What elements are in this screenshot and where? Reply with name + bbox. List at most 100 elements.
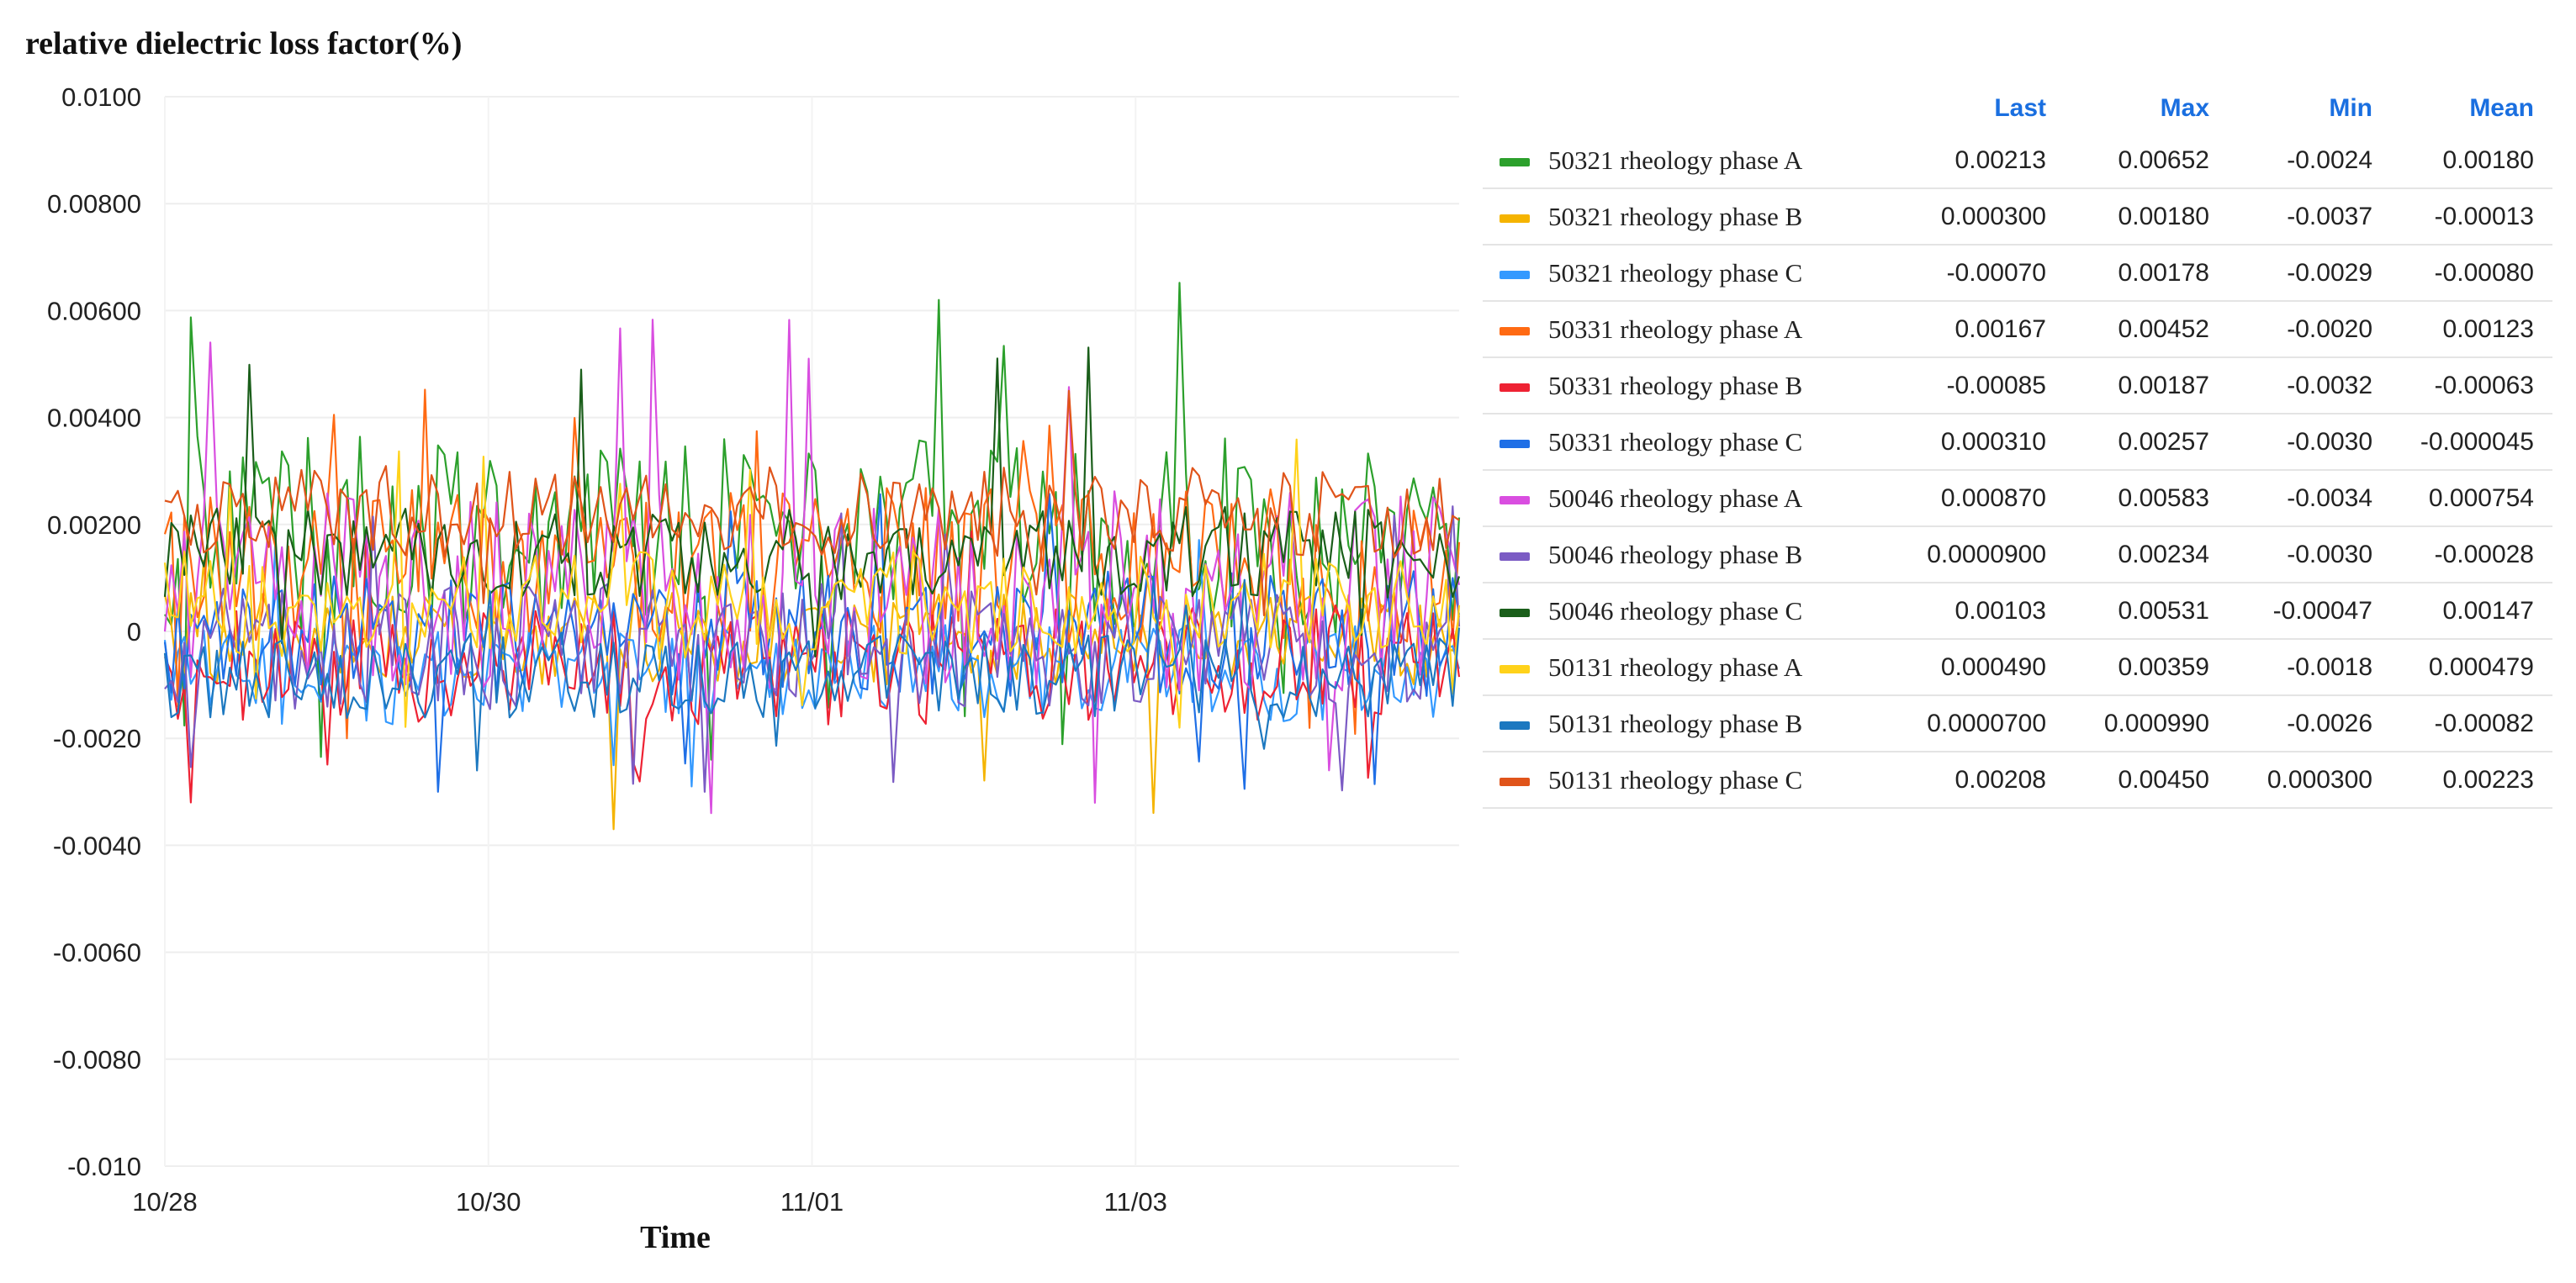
- legend-label: 50321 rheology phase A: [1548, 145, 1803, 175]
- legend-value-min: -0.0026: [2228, 695, 2391, 752]
- legend-swatch: [1500, 778, 1530, 787]
- legend-label: 50131 rheology phase A: [1548, 652, 1803, 682]
- legend-value-min: -0.0018: [2228, 639, 2391, 696]
- legend-series-name: 50131 rheology phase C: [1483, 752, 1896, 809]
- legend-swatch: [1500, 440, 1530, 449]
- legend-value-max: 0.00583: [2065, 470, 2228, 527]
- legend-series-name: 50331 rheology phase A: [1483, 301, 1896, 358]
- legend-value-mean: 0.000479: [2391, 639, 2552, 696]
- legend-series-name: 50046 rheology phase B: [1483, 526, 1896, 583]
- legend-row: 50046 rheology phase B 0.0000900 0.00234 -0…: [1483, 526, 2552, 583]
- legend-series-name: 50321 rheology phase B: [1483, 188, 1896, 246]
- legend-value-last: -0.00085: [1896, 357, 2065, 414]
- y-tick-label: -0.0020: [53, 724, 141, 753]
- legend-value-mean: -0.00082: [2391, 695, 2552, 752]
- legend-value-last: -0.00070: [1896, 245, 2065, 302]
- legend-series-name: 50331 rheology phase C: [1483, 414, 1896, 471]
- series-line: [163, 577, 1461, 772]
- legend-value-max: 0.00652: [2065, 133, 2228, 189]
- legend-value-mean: -0.00080: [2391, 245, 2552, 302]
- legend-series-name: 50131 rheology phase B: [1483, 695, 1896, 752]
- legend-value-mean: -0.00063: [2391, 357, 2552, 414]
- legend-row: 50331 rheology phase A 0.00167 0.00452 -0.0…: [1483, 301, 2552, 358]
- legend-label: 50046 rheology phase B: [1548, 539, 1803, 569]
- legend-row: 50331 rheology phase C 0.000310 0.00257 -0.…: [1483, 414, 2552, 471]
- legend-swatch: [1500, 552, 1530, 562]
- legend-value-mean: 0.00123: [2391, 301, 2552, 358]
- legend-value-last: 0.00167: [1896, 301, 2065, 358]
- legend-value-last: 0.000300: [1896, 188, 2065, 246]
- legend-label: 50331 rheology phase B: [1548, 370, 1803, 400]
- legend-value-max: 0.00178: [2065, 245, 2228, 302]
- legend-value-min: -0.0029: [2228, 245, 2391, 302]
- legend-swatch: [1500, 609, 1530, 618]
- legend-value-mean: -0.00013: [2391, 188, 2552, 246]
- series-line: [163, 493, 1461, 793]
- y-tick-label: 0.00600: [47, 296, 141, 325]
- legend-label: 50331 rheology phase C: [1548, 426, 1803, 457]
- legend-value-last: 0.0000900: [1896, 526, 2065, 583]
- legend-value-max: 0.00359: [2065, 639, 2228, 696]
- legend-row: 50131 rheology phase C 0.00208 0.00450 0.00…: [1483, 752, 2552, 809]
- legend-label: 50321 rheology phase C: [1548, 257, 1803, 288]
- legend-series-name: 50321 rheology phase C: [1483, 245, 1896, 302]
- legend-value-mean: 0.00180: [2391, 133, 2552, 189]
- legend-label: 50131 rheology phase C: [1548, 764, 1803, 795]
- legend-value-min: 0.000300: [2228, 752, 2391, 809]
- legend-value-mean: -0.000045: [2391, 414, 2552, 471]
- y-tick-label: -0.0080: [53, 1045, 141, 1074]
- x-tick-label: 11/03: [1104, 1187, 1167, 1217]
- y-tick-label: -0.0060: [53, 938, 141, 968]
- legend-value-mean: -0.00028: [2391, 526, 2552, 583]
- legend-swatch: [1500, 665, 1530, 674]
- series-line: [163, 319, 1461, 815]
- legend-row: 50321 rheology phase A 0.00213 0.00652 -0.0…: [1483, 133, 2552, 189]
- legend-series-name: 50046 rheology phase C: [1483, 583, 1896, 640]
- legend-value-last: 0.000870: [1896, 470, 2065, 527]
- legend-value-max: 0.00234: [2065, 526, 2228, 583]
- legend-swatch: [1500, 214, 1530, 224]
- series-line: [163, 388, 1461, 740]
- legend-label: 50331 rheology phase A: [1548, 314, 1803, 344]
- legend-header-name: [1483, 84, 1896, 133]
- legend-swatch: [1500, 496, 1530, 505]
- legend-value-min: -0.0034: [2228, 470, 2391, 527]
- legend-value-min: -0.0024: [2228, 133, 2391, 189]
- legend-row: 50321 rheology phase C -0.00070 0.00178 -0.…: [1483, 245, 2552, 302]
- legend-value-min: -0.0037: [2228, 188, 2391, 246]
- legend-row: 50131 rheology phase B 0.0000700 0.000990-…: [1483, 695, 2552, 752]
- legend-value-mean: 0.00147: [2391, 583, 2552, 640]
- legend-value-max: 0.00187: [2065, 357, 2228, 414]
- legend-label: 50131 rheology phase B: [1548, 708, 1803, 738]
- legend-row: 50131 rheology phase A 0.000490 0.00359 -0.…: [1483, 639, 2552, 696]
- y-axis: 0.0100 0.00800 0.00600 0.00400 0.00200 0 -0.00…: [47, 82, 141, 1181]
- legend-value-max: 0.00452: [2065, 301, 2228, 358]
- y-tick-label: 0.0100: [61, 82, 141, 112]
- legend-value-last: 0.000310: [1896, 414, 2065, 471]
- legend-swatch: [1500, 327, 1530, 336]
- series-line: [164, 389, 1460, 616]
- series-line: [164, 505, 1461, 793]
- series-lines: [163, 282, 1461, 831]
- legend-value-min: -0.0030: [2228, 526, 2391, 583]
- y-tick-label: -0.010: [67, 1152, 141, 1181]
- legend-swatch: [1500, 158, 1530, 167]
- x-axis: 10/28 10/30 11/01 11/03: [132, 1187, 1167, 1217]
- legend-series-name: 50131 rheology phase A: [1483, 639, 1896, 696]
- legend-header-max: Max: [2160, 94, 2209, 122]
- legend-value-min: -0.0032: [2228, 357, 2391, 414]
- x-tick-label: 10/30: [456, 1187, 521, 1217]
- legend-value-last: 0.00208: [1896, 752, 2065, 809]
- legend-row: 50046 rheology phase A 0.000870 0.00583 -0.…: [1483, 470, 2552, 527]
- y-tick-label: 0.00200: [47, 510, 141, 540]
- legend-label: 50321 rheology phase B: [1548, 201, 1803, 231]
- chart-title: relative dielectric loss factor(%): [25, 26, 462, 61]
- legend-value-last: 0.0000700: [1896, 695, 2065, 752]
- legend-row: 50046 rheology phase C 0.00103 0.00531 -0.0…: [1483, 583, 2552, 640]
- legend-series-name: 50321 rheology phase A: [1483, 133, 1896, 189]
- legend-label: 50046 rheology phase C: [1548, 595, 1803, 626]
- legend-header-min: Min: [2329, 94, 2372, 122]
- legend-swatch: [1500, 383, 1530, 393]
- legend-value-max: 0.00180: [2065, 188, 2228, 246]
